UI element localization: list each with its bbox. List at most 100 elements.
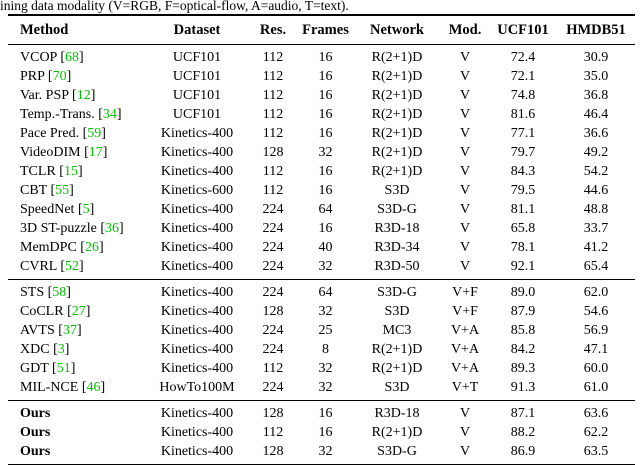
network-cell: R(2+1)D: [371, 360, 423, 376]
res-cell: 112: [262, 360, 284, 376]
ucf101-cell: 88.2: [510, 424, 536, 440]
ucf101-cell: 77.1: [510, 125, 536, 141]
citation-link[interactable]: 51: [56, 360, 71, 376]
res-cell: 112: [262, 87, 284, 103]
hmdb51-cell: 62.0: [583, 284, 609, 300]
citation-link[interactable]: 59: [87, 125, 102, 141]
citation-link[interactable]: 12: [76, 87, 91, 103]
ucf101-cell: 89.3: [510, 360, 536, 376]
dataset-cell: Kinetics-400: [160, 239, 234, 255]
network-cell: S3D: [384, 379, 410, 395]
frames-cell: 40: [318, 239, 333, 255]
ucf101-cell: 79.7: [510, 144, 536, 160]
frames-cell: 64: [318, 201, 333, 217]
hmdb51-cell: 63.6: [583, 405, 609, 421]
table-row: Ours Kinetics-400 128 32 S3D-G V 86.9 63.5: [8, 442, 635, 465]
dataset-cell: Kinetics-400: [160, 303, 234, 319]
citation-link[interactable]: 37: [62, 322, 77, 338]
method-cell: MemDPC [26]: [20, 239, 104, 255]
frames-cell: 16: [318, 87, 333, 103]
res-cell: 112: [262, 68, 284, 84]
frames-cell: 16: [318, 424, 333, 440]
citation-link[interactable]: 17: [88, 144, 103, 160]
res-cell: 112: [262, 182, 284, 198]
citation-link[interactable]: 34: [102, 106, 117, 122]
dataset-cell: Kinetics-400: [160, 284, 234, 300]
table-row: Ours Kinetics-400 112 16 R(2+1)D V 88.2 62.2: [8, 423, 635, 442]
method-name: MIL-NCE: [20, 379, 79, 395]
res-cell: 224: [262, 284, 284, 300]
citation-link[interactable]: 27: [71, 303, 86, 319]
method-cell: CoCLR [27]: [20, 303, 91, 319]
results-table: Method Dataset Res. Frames Network Mod. …: [8, 14, 635, 465]
ucf101-cell: 86.9: [510, 443, 536, 459]
table-row: GDT [51] Kinetics-400 112 32 R(2+1)D V+A 89.3 6…: [8, 359, 635, 378]
citation-link[interactable]: 36: [105, 220, 120, 236]
method-cell: VCOP [68]: [20, 49, 84, 65]
dataset-cell: Kinetics-400: [160, 125, 234, 141]
table-section-video-only-methods: VCOP [68] UCF101 112 16 R(2+1)D V 72.4 30.9 PRP …: [8, 45, 635, 280]
citation-link[interactable]: 55: [55, 182, 70, 198]
method-cell: STS [58]: [20, 284, 71, 300]
method-cell: XDC [3]: [20, 341, 70, 357]
method-name: Ours: [20, 443, 51, 459]
method-cell: Temp.-Trans. [34]: [20, 106, 122, 122]
method-cell: Ours: [8, 423, 146, 442]
mod-cell: V: [459, 443, 471, 459]
citation-link[interactable]: 58: [52, 284, 67, 300]
citation-link[interactable]: 68: [65, 49, 79, 65]
network-cell: R3D-18: [374, 405, 420, 421]
hmdb51-cell: 65.4: [583, 258, 609, 274]
res-cell: 128: [262, 443, 284, 459]
network-cell: R(2+1)D: [371, 68, 423, 84]
col-header-ucf101: UCF101: [489, 15, 557, 45]
dataset-cell: HowTo100M: [159, 379, 235, 395]
method-cell: TCLR [15]: [20, 163, 83, 179]
method-name: 3D ST-puzzle: [20, 220, 97, 236]
citation-link[interactable]: 26: [84, 239, 99, 255]
col-header-hmdb51: HMDB51: [557, 15, 635, 45]
mod-cell: V: [459, 163, 471, 179]
citation-link[interactable]: 46: [86, 379, 101, 395]
hmdb51-cell: 30.9: [583, 49, 609, 65]
mod-cell: V: [459, 49, 471, 65]
dataset-cell: UCF101: [172, 68, 222, 84]
dataset-cell: Kinetics-400: [160, 341, 234, 357]
table-row: TCLR [15] Kinetics-400 112 16 R(2+1)D V 84.3 54…: [8, 162, 635, 181]
method-name: PRP: [20, 68, 45, 84]
dataset-cell: UCF101: [172, 49, 222, 65]
citation-link[interactable]: 70: [52, 68, 67, 84]
ucf101-cell: 65.8: [510, 220, 536, 236]
dataset-cell: Kinetics-400: [160, 258, 234, 274]
frames-cell: 32: [318, 379, 333, 395]
ucf101-cell: 92.1: [510, 258, 536, 274]
method-cell: 3D ST-puzzle [36]: [20, 220, 124, 236]
dataset-cell: Kinetics-400: [160, 220, 234, 236]
citation-link[interactable]: 3: [57, 341, 65, 357]
table-row: Var. PSP [12] UCF101 112 16 R(2+1)D V 74.8 36.8: [8, 86, 635, 105]
ucf101-cell: 72.1: [510, 68, 536, 84]
network-cell: R(2+1)D: [371, 424, 423, 440]
ucf101-cell: 89.0: [510, 284, 536, 300]
method-name: AVTS: [20, 322, 55, 338]
citation-link[interactable]: 52: [65, 258, 79, 274]
dataset-cell: Kinetics-400: [160, 424, 234, 440]
col-header-network: Network: [353, 15, 441, 45]
col-header-dataset: Dataset: [146, 15, 248, 45]
hmdb51-cell: 56.9: [583, 322, 609, 338]
citation-link[interactable]: 5: [82, 201, 90, 217]
table-row: PRP [70] UCF101 112 16 R(2+1)D V 72.1 35.0: [8, 67, 635, 86]
network-cell: R(2+1)D: [371, 144, 423, 160]
dataset-cell: UCF101: [172, 106, 222, 122]
frames-cell: 32: [318, 443, 333, 459]
dataset-cell: Kinetics-400: [160, 360, 234, 376]
ucf101-cell: 87.1: [510, 405, 536, 421]
frames-cell: 25: [318, 322, 333, 338]
ucf101-cell: 81.1: [510, 201, 536, 217]
frames-cell: 16: [318, 106, 333, 122]
citation-link[interactable]: 15: [63, 163, 78, 179]
frames-cell: 16: [318, 68, 333, 84]
method-cell: Pace Pred. [59]: [20, 125, 106, 141]
network-cell: S3D-G: [377, 443, 417, 459]
table-row: VCOP [68] UCF101 112 16 R(2+1)D V 72.4 30.9: [8, 45, 635, 68]
